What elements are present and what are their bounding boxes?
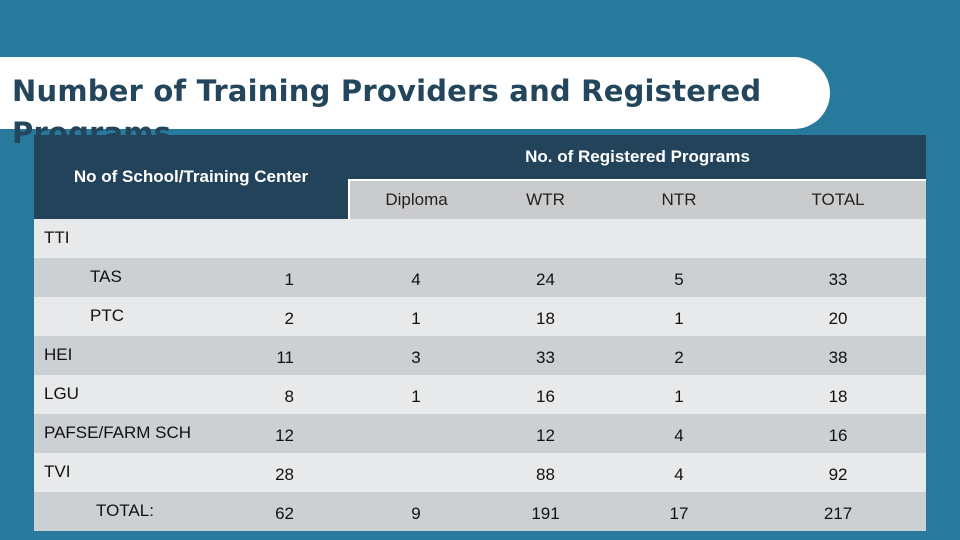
header-registered-programs: No. of Registered Programs <box>349 135 927 180</box>
cell-diploma <box>349 453 484 492</box>
subheader-ntr: NTR <box>608 179 751 219</box>
cell-schools: 1 <box>264 258 350 297</box>
cell-total: 18 <box>750 375 927 414</box>
table-row-ptc: PTC 2 1 18 1 20 <box>34 297 927 336</box>
programs-table-container: No of School/Training Center No. of Regi… <box>34 135 927 532</box>
row-label: HEI <box>34 336 264 375</box>
header-school-count: No of School/Training Center <box>34 135 350 219</box>
table-row-tas: TAS 1 4 24 5 33 <box>34 258 927 297</box>
cell-schools: 12 <box>264 414 350 453</box>
cell-schools: 62 <box>264 492 350 531</box>
cell-wtr: 33 <box>483 336 609 375</box>
cell-total: 38 <box>750 336 927 375</box>
row-label: PTC <box>34 297 264 336</box>
cell-diploma: 3 <box>349 336 484 375</box>
cell-ntr: 4 <box>608 453 751 492</box>
row-label: TAS <box>34 258 264 297</box>
subheader-wtr: WTR <box>483 179 609 219</box>
cell-ntr: 4 <box>608 414 751 453</box>
table-row-lgu: LGU 8 1 16 1 18 <box>34 375 927 414</box>
cell-schools: 8 <box>264 375 350 414</box>
cell-schools <box>264 219 350 258</box>
table-row-total: TOTAL: 62 9 191 17 217 <box>34 492 927 531</box>
cell-total: 33 <box>750 258 927 297</box>
row-label: LGU <box>34 375 264 414</box>
cell-wtr: 18 <box>483 297 609 336</box>
cell-ntr: 2 <box>608 336 751 375</box>
cell-schools: 11 <box>264 336 350 375</box>
cell-diploma <box>349 219 484 258</box>
row-label: TOTAL: <box>34 492 264 531</box>
cell-wtr: 12 <box>483 414 609 453</box>
cell-schools: 28 <box>264 453 350 492</box>
cell-ntr <box>608 219 751 258</box>
cell-total <box>750 219 927 258</box>
row-label: TTI <box>34 219 264 258</box>
programs-table: No of School/Training Center No. of Regi… <box>34 135 927 531</box>
table-row-pafse: PAFSE/FARM SCH 12 12 4 16 <box>34 414 927 453</box>
cell-diploma: 1 <box>349 297 484 336</box>
subheader-total: TOTAL <box>750 179 927 219</box>
cell-diploma: 4 <box>349 258 484 297</box>
cell-ntr: 1 <box>608 375 751 414</box>
cell-ntr: 17 <box>608 492 751 531</box>
cell-total: 92 <box>750 453 927 492</box>
cell-total: 20 <box>750 297 927 336</box>
cell-diploma <box>349 414 484 453</box>
cell-wtr <box>483 219 609 258</box>
cell-schools: 2 <box>264 297 350 336</box>
cell-wtr: 88 <box>483 453 609 492</box>
slide-title: Number of Training Providers and Registe… <box>12 74 762 150</box>
table-row-tvi: TVI 28 88 4 92 <box>34 453 927 492</box>
table-row-tti: TTI <box>34 219 927 258</box>
cell-ntr: 5 <box>608 258 751 297</box>
cell-diploma: 9 <box>349 492 484 531</box>
cell-total: 217 <box>750 492 927 531</box>
row-label: TVI <box>34 453 264 492</box>
cell-wtr: 24 <box>483 258 609 297</box>
cell-ntr: 1 <box>608 297 751 336</box>
subheader-diploma: Diploma <box>348 179 484 219</box>
row-label: PAFSE/FARM SCH <box>34 414 264 453</box>
cell-wtr: 191 <box>483 492 609 531</box>
cell-total: 16 <box>750 414 927 453</box>
cell-diploma: 1 <box>349 375 484 414</box>
table-row-hei: HEI 11 3 33 2 38 <box>34 336 927 375</box>
title-banner <box>0 57 830 129</box>
cell-wtr: 16 <box>483 375 609 414</box>
